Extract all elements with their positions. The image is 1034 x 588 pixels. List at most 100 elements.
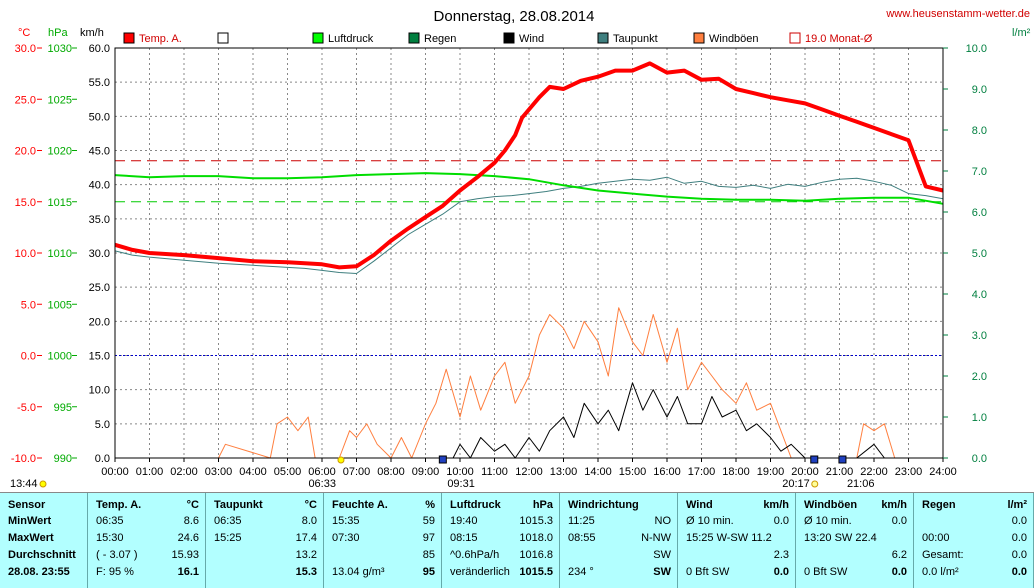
- stats-cell: 1016.8: [519, 549, 553, 561]
- stats-cell: 0.0: [1011, 532, 1027, 544]
- wind-tick-label: 5.0: [95, 419, 110, 431]
- time-tick-label: 16:00: [653, 466, 681, 478]
- stats-cell: 0.0: [773, 515, 789, 527]
- moon-icon: [810, 455, 819, 464]
- sunrise-icon: [337, 456, 345, 464]
- stats-header: %: [425, 499, 435, 511]
- wind-tick-label: 50.0: [89, 111, 110, 123]
- stats-cell: 95: [422, 566, 435, 578]
- rain-tick-label: 5.0: [972, 248, 987, 260]
- stats-cell: MinWert: [8, 515, 52, 527]
- rain-tick-label: 7.0: [972, 166, 987, 178]
- stats-header: °C: [304, 499, 317, 511]
- stats-cell: 2.3: [773, 549, 789, 561]
- stats-cell: MaxWert: [8, 532, 54, 544]
- time-tick-label: 13:00: [550, 466, 578, 478]
- stats-cell: 06:35: [96, 515, 124, 527]
- stats-cell: SW: [653, 549, 671, 561]
- website-label: www.heusenstamm-wetter.de: [885, 8, 1030, 20]
- wind-tick-label: 60.0: [89, 43, 110, 55]
- stats-cell: 19:40: [450, 515, 478, 527]
- chart-title: Donnerstag, 28.08.2014: [434, 8, 595, 25]
- series-line-temp-a-: [114, 61, 944, 270]
- unit-kmh-label: km/h: [80, 27, 104, 39]
- wind-tick-label: 20.0: [89, 316, 110, 328]
- stats-cell: 17.4: [295, 532, 317, 544]
- stats-cell: Ø 10 min.: [686, 515, 734, 527]
- legend-label: Temp. A.: [139, 33, 182, 45]
- pressure-tick-label: 1015: [48, 197, 72, 209]
- stats-cell: 15.93: [171, 549, 199, 561]
- stats-cell: 0.0: [891, 566, 907, 578]
- rain-tick-label: 8.0: [972, 125, 987, 137]
- stats-header: Wind: [686, 499, 713, 511]
- stats-cell: 13.04 g/m³: [332, 566, 385, 578]
- temp-tick-label: -5.0: [17, 402, 36, 414]
- legend-swatch: [408, 32, 420, 44]
- time-tick-label: 21:00: [826, 466, 854, 478]
- stats-cell: 8.0: [301, 515, 317, 527]
- rain-tick-label: 4.0: [972, 289, 987, 301]
- stats-cell: 07:30: [332, 532, 360, 544]
- wind-tick-label: 10.0: [89, 385, 110, 397]
- sunset-icon: [811, 480, 819, 488]
- stats-cell: 8.6: [183, 515, 199, 527]
- stats-cell: 59: [422, 515, 435, 527]
- legend-swatch: [312, 32, 324, 44]
- wind-tick-label: 30.0: [89, 248, 110, 260]
- stats-cell: 0.0: [1011, 515, 1027, 527]
- wind-tick-label: 45.0: [89, 146, 110, 158]
- stats-cell: 1015.5: [519, 566, 553, 578]
- stats-column: Sensor MinWert MaxWert Durchschnitt 28.08. 2…: [0, 493, 88, 588]
- wind-tick-label: 0.0: [95, 453, 110, 465]
- stats-cell: 15.3: [295, 566, 317, 578]
- sunset-time: 20:17: [782, 478, 810, 490]
- legend-swatch: [503, 32, 515, 44]
- stats-cell: SW: [653, 566, 671, 578]
- time-tick-label: 05:00: [274, 466, 302, 478]
- time-tick-label: 02:00: [170, 466, 198, 478]
- stats-column: Windrichtung 11:25 NO 08:55 N-NW SW 234 ° SW: [560, 493, 678, 588]
- temp-tick-label: 0.0: [21, 351, 36, 363]
- stats-cell: Gesamt:: [922, 549, 964, 561]
- rain-tick-label: 0.0: [972, 453, 987, 465]
- stats-column: Regen l/m² 0.0 00:00 0.0 Gesamt: 0.0 0.0 l/m² 0.…: [914, 493, 1034, 588]
- time-tick-label: 15:00: [619, 466, 647, 478]
- stats-cell: 234 °: [568, 566, 594, 578]
- rain-tick-label: 10.0: [966, 43, 987, 55]
- legend-label: Wind: [519, 33, 544, 45]
- legend-label: 19.0 Monat-Ø: [805, 33, 873, 45]
- temp-tick-label: 10.0: [15, 248, 36, 260]
- sunrise-time: 06:33: [308, 478, 336, 490]
- stats-cell: 0.0 l/m²: [922, 566, 959, 578]
- stats-header: Feuchte A.: [332, 499, 388, 511]
- wind-tick-label: 15.0: [89, 351, 110, 363]
- stats-cell: F: 95 %: [96, 566, 134, 578]
- stats-header: Luftdruck: [450, 499, 501, 511]
- stats-cell: 11:25: [568, 515, 595, 527]
- rain-tick-label: 2.0: [972, 371, 987, 383]
- time-tick-label: 20:00: [791, 466, 819, 478]
- unit-c-label: °C: [18, 27, 30, 39]
- stats-header: Taupunkt: [214, 499, 263, 511]
- stats-header: °C: [186, 499, 199, 511]
- legend-swatch: [217, 32, 229, 44]
- pressure-tick-label: 1010: [48, 248, 72, 260]
- stats-cell: 0 Bft SW: [686, 566, 730, 578]
- stats-cell: 08:15: [450, 532, 478, 544]
- stats-cell: 0.0: [1011, 566, 1027, 578]
- stats-column: Feuchte A.% 15:35 59 07:30 97 85 13.04 g/m³ 95: [324, 493, 442, 588]
- stats-cell: 1015.3: [519, 515, 553, 527]
- stats-cell: 13:20 SW 22.4: [804, 532, 877, 544]
- stats-cell: 13.2: [295, 549, 317, 561]
- moon-icon: [438, 455, 447, 464]
- stats-cell: 15:35: [332, 515, 360, 527]
- pressure-tick-label: 990: [54, 453, 72, 465]
- weather-chart: Donnerstag, 28.08.2014 www.heusenstamm-w…: [10, 8, 1031, 490]
- stats-cell: ^0.6hPa/h: [450, 549, 500, 561]
- rain-tick-label: 1.0: [972, 412, 987, 424]
- stats-cell: 15:30: [96, 532, 124, 544]
- unit-hpa-label: hPa: [48, 27, 68, 39]
- legend-swatch: [789, 32, 801, 44]
- stats-cell: 06:35: [214, 515, 242, 527]
